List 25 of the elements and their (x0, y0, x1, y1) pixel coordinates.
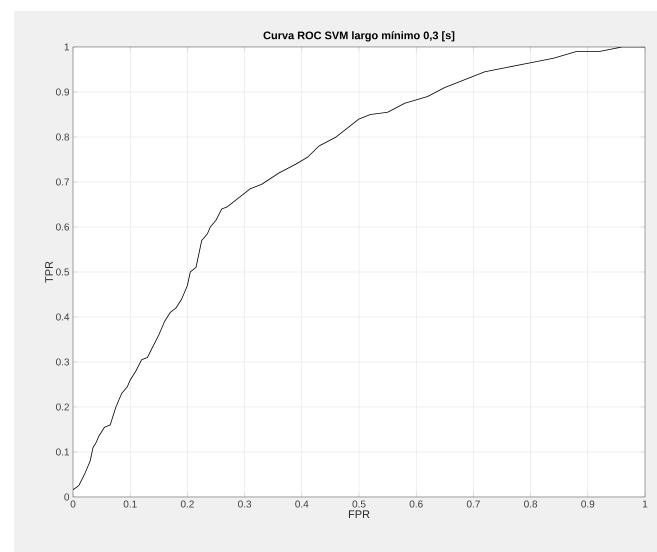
y-tick-label: 0.2 (56, 403, 69, 411)
y-tick-label: 0.1 (56, 448, 70, 456)
x-tick-label: 0.5 (352, 500, 366, 508)
x-tick-label: 0.6 (410, 500, 423, 508)
y-axis-title: TPR (45, 262, 53, 283)
x-axis-title: FPR (348, 510, 370, 518)
y-tick-label: 0.8 (56, 133, 70, 141)
x-tick-label: 0.8 (524, 500, 538, 508)
x-tick-label: 0.3 (238, 500, 252, 508)
chart-title: Curva ROC SVM largo mínimo 0,3 [s] (264, 31, 454, 42)
x-tick-label: 1 (643, 500, 648, 508)
x-tick-label: 0.1 (124, 500, 137, 508)
y-tick-label: 1 (64, 44, 70, 50)
y-tick-label: 0 (64, 493, 70, 501)
y-tick-label: 0.3 (56, 358, 70, 366)
x-tick-label: 0.7 (466, 500, 480, 508)
y-tick-label: 0.9 (56, 88, 70, 96)
y-tick-label: 0.5 (56, 268, 70, 276)
x-tick-label: 0 (70, 500, 76, 508)
y-tick-label: 0.4 (56, 313, 70, 321)
x-tick-label: 0.4 (295, 500, 308, 508)
x-tick-label: 0.2 (180, 500, 194, 508)
y-tick-label: 0.7 (56, 178, 69, 186)
x-tick-label: 0.9 (581, 500, 594, 508)
y-tick-label: 0.6 (56, 223, 70, 231)
